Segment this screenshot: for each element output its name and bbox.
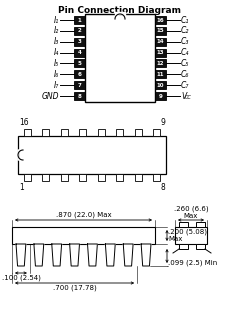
Text: I₄: I₄ [54,48,59,57]
Bar [116,129,123,136]
Bar [42,129,49,136]
Text: I₇: I₇ [54,80,59,90]
Text: 7: 7 [78,83,81,88]
Text: 8: 8 [160,183,165,192]
Text: I₂: I₂ [54,26,59,35]
Text: C₆: C₆ [181,70,189,79]
Bar [18,136,166,174]
Bar [42,174,49,181]
Bar [153,174,160,181]
Text: C₇: C₇ [181,80,189,90]
Text: .200 (5.08)
Max: .200 (5.08) Max [168,229,207,242]
Polygon shape [141,244,151,266]
Text: C₃: C₃ [181,37,189,46]
Polygon shape [16,244,26,266]
Text: 1: 1 [19,183,24,192]
Text: .870 (22.0) Max: .870 (22.0) Max [56,212,111,219]
Text: .099 (2.5) Min: .099 (2.5) Min [168,260,217,266]
Bar [74,27,85,35]
Text: 14: 14 [157,39,164,44]
Bar [155,16,166,24]
Text: .260 (6.6)
Max: .260 (6.6) Max [174,205,208,219]
Text: C₁: C₁ [181,15,189,24]
Text: 16: 16 [19,118,29,127]
Text: C₄: C₄ [181,48,189,57]
Bar [135,129,142,136]
Text: 5: 5 [78,61,81,66]
Text: V: V [181,91,186,100]
Text: C₅: C₅ [181,59,189,68]
Bar [155,49,166,57]
Polygon shape [88,244,97,266]
Bar [196,244,205,249]
Text: 1: 1 [78,17,81,23]
Text: 6: 6 [78,72,81,77]
Text: GND: GND [42,91,59,100]
Bar [175,227,207,244]
Text: 9: 9 [159,93,162,99]
Text: 11: 11 [157,72,164,77]
Bar [74,81,85,89]
Text: 15: 15 [157,28,164,33]
Text: 9: 9 [160,118,165,127]
Bar [155,27,166,35]
Polygon shape [18,150,23,160]
Bar [98,129,105,136]
Polygon shape [123,244,133,266]
Text: 8: 8 [78,93,81,99]
Bar [12,227,155,244]
Bar [155,60,166,67]
Bar [61,129,68,136]
Bar [74,60,85,67]
Bar [155,81,166,89]
Text: Pin Connection Diagram: Pin Connection Diagram [59,6,181,15]
Text: C₂: C₂ [181,26,189,35]
Text: I₁: I₁ [54,15,59,24]
Bar [74,38,85,46]
Bar [24,174,31,181]
Bar [179,244,188,249]
Bar [79,129,86,136]
Text: 10: 10 [157,83,164,88]
Text: .700 (17.78): .700 (17.78) [53,285,96,291]
Bar [155,70,166,78]
Polygon shape [34,244,44,266]
Text: 16: 16 [157,17,164,23]
Bar [74,70,85,78]
Bar [98,174,105,181]
Polygon shape [105,244,115,266]
Bar [61,174,68,181]
Bar [155,38,166,46]
Bar [74,92,85,100]
Bar [196,222,205,227]
Bar [116,174,123,181]
Polygon shape [52,244,62,266]
Text: I₆: I₆ [54,70,59,79]
Text: CC: CC [185,94,191,99]
Text: 3: 3 [78,39,81,44]
Text: I₃: I₃ [54,37,59,46]
Bar [24,129,31,136]
Polygon shape [70,244,79,266]
Bar [179,222,188,227]
Bar [85,14,155,102]
Bar [153,129,160,136]
Text: I₅: I₅ [54,59,59,68]
Bar [155,92,166,100]
Text: 4: 4 [78,50,81,55]
Text: 12: 12 [157,61,164,66]
Text: 13: 13 [157,50,164,55]
Bar [79,174,86,181]
Bar [74,49,85,57]
Bar [135,174,142,181]
Bar [74,16,85,24]
Text: 2: 2 [78,28,81,33]
Text: .100 (2.54): .100 (2.54) [1,274,40,281]
